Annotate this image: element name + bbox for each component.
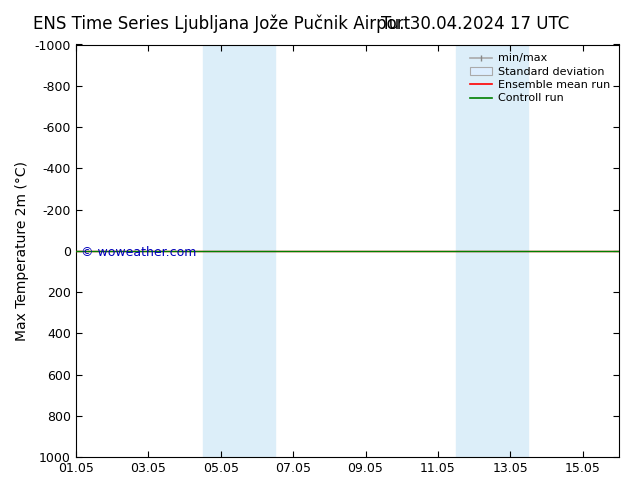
Text: © woweather.com: © woweather.com — [81, 246, 197, 259]
Bar — [456, 45, 529, 457]
Y-axis label: Max Temperature 2m (°C): Max Temperature 2m (°C) — [15, 161, 29, 341]
Bar — [202, 45, 275, 457]
Legend: min/max, Standard deviation, Ensemble mean run, Controll run: min/max, Standard deviation, Ensemble me… — [467, 50, 614, 107]
Text: ENS Time Series Ljubljana Jože Pučnik Airport: ENS Time Series Ljubljana Jože Pučnik Ai… — [34, 15, 410, 33]
Text: Tu. 30.04.2024 17 UTC: Tu. 30.04.2024 17 UTC — [382, 15, 569, 33]
